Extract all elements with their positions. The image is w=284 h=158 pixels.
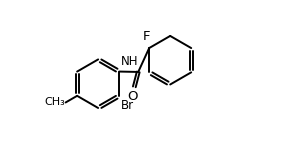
Text: CH₃: CH₃ (44, 97, 65, 107)
Text: F: F (143, 30, 151, 43)
Text: Br: Br (121, 99, 134, 112)
Text: NH: NH (121, 55, 138, 68)
Text: O: O (128, 90, 138, 103)
